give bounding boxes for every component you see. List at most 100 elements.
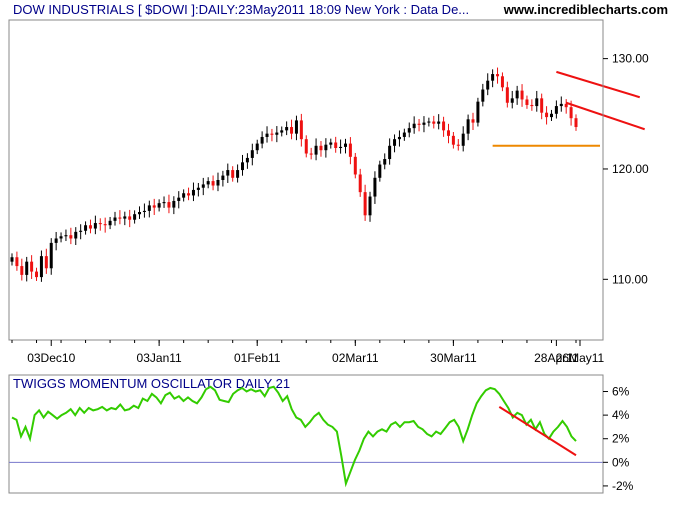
candle xyxy=(515,85,519,105)
candle xyxy=(348,137,352,165)
candle-body xyxy=(128,216,132,220)
momentum-trend-line xyxy=(498,406,577,457)
candle xyxy=(486,73,490,96)
candle-body xyxy=(138,212,142,215)
candle xyxy=(304,135,308,158)
candle-body xyxy=(393,139,397,146)
candle-body xyxy=(123,216,127,219)
candle-body xyxy=(182,193,186,198)
candle-body xyxy=(486,80,490,90)
candle xyxy=(280,126,284,137)
candle-body xyxy=(54,238,58,243)
flag-upper-line xyxy=(556,70,641,99)
candle-body xyxy=(255,143,259,151)
candle xyxy=(201,177,205,196)
candle xyxy=(88,219,92,234)
candle-body xyxy=(461,133,465,146)
date-tick-label: 30Mar11 xyxy=(430,351,477,365)
oscillator-tick-label: 0% xyxy=(612,455,630,469)
candle-body xyxy=(216,180,220,186)
candle-body xyxy=(540,98,544,113)
candle-body xyxy=(549,113,553,118)
candle-body xyxy=(118,217,122,219)
candle xyxy=(241,154,245,176)
candle xyxy=(525,95,529,109)
candle xyxy=(363,184,367,221)
candle xyxy=(496,67,500,84)
candle-body xyxy=(152,205,156,208)
candle-body xyxy=(530,104,534,107)
candle xyxy=(471,112,475,131)
candle-body xyxy=(491,74,495,81)
candle-body xyxy=(280,130,284,133)
candle xyxy=(103,217,107,233)
oscillator-title: TWIGGS MOMENTUM OSCILLATOR DAILY 21 xyxy=(13,376,290,391)
candle-body xyxy=(456,144,460,146)
candle xyxy=(402,128,406,141)
candle-body xyxy=(157,203,161,208)
candle xyxy=(162,196,166,208)
candle xyxy=(265,126,269,143)
candle-body xyxy=(236,170,240,178)
candle xyxy=(260,131,264,149)
candle-body xyxy=(103,224,107,226)
date-tick-label: 26May11 xyxy=(556,351,605,365)
candle-body xyxy=(446,130,450,136)
candle-body xyxy=(294,120,298,134)
candle xyxy=(446,123,450,144)
candle-body xyxy=(343,143,347,147)
candle xyxy=(113,211,117,226)
candle-body xyxy=(471,119,475,123)
candle-body xyxy=(422,122,426,125)
candle xyxy=(500,72,504,92)
date-tick-label: 01Feb11 xyxy=(234,351,281,365)
candle-body xyxy=(314,145,318,155)
candle xyxy=(79,224,83,240)
candle xyxy=(442,116,446,137)
candle xyxy=(422,116,426,133)
candle xyxy=(69,227,73,245)
candle-body xyxy=(187,193,191,196)
candle xyxy=(397,130,401,147)
candle xyxy=(491,69,495,88)
candle xyxy=(152,198,156,215)
candle xyxy=(314,138,318,161)
date-tick-label: 02Mar11 xyxy=(332,351,379,365)
candle xyxy=(147,200,151,218)
candle xyxy=(93,215,97,235)
candle-body xyxy=(373,177,377,197)
candle xyxy=(270,128,274,142)
flag-lower-line xyxy=(565,101,645,131)
candle-body xyxy=(564,103,568,108)
candle-body xyxy=(275,132,279,135)
date-tick-label: 28Apr11 xyxy=(534,351,579,365)
candle xyxy=(108,216,112,230)
candle-body xyxy=(437,121,441,124)
candle-body xyxy=(496,74,500,77)
candle-body xyxy=(466,119,470,134)
candle-body xyxy=(35,271,39,278)
candle-body xyxy=(226,170,230,176)
candle xyxy=(187,187,191,201)
candle-body xyxy=(25,261,29,275)
candle-body xyxy=(211,181,215,186)
candle xyxy=(196,182,200,197)
candle-body xyxy=(113,217,117,221)
candle xyxy=(353,152,357,179)
candle xyxy=(206,177,210,189)
candle xyxy=(427,117,431,127)
candle-body xyxy=(510,98,514,103)
chart-title: DOW INDUSTRIALS [ $DOWI ]:DAILY:23May201… xyxy=(13,2,469,17)
candle xyxy=(437,114,441,130)
candle xyxy=(564,99,568,114)
candle-body xyxy=(250,150,254,158)
candle-body xyxy=(30,261,34,272)
candle xyxy=(520,84,524,107)
candle-body xyxy=(221,175,225,180)
candle xyxy=(432,115,436,129)
candle xyxy=(329,138,333,149)
candle-body xyxy=(545,112,549,118)
price-tick-label: 120.00 xyxy=(612,162,649,176)
candle xyxy=(535,90,539,112)
